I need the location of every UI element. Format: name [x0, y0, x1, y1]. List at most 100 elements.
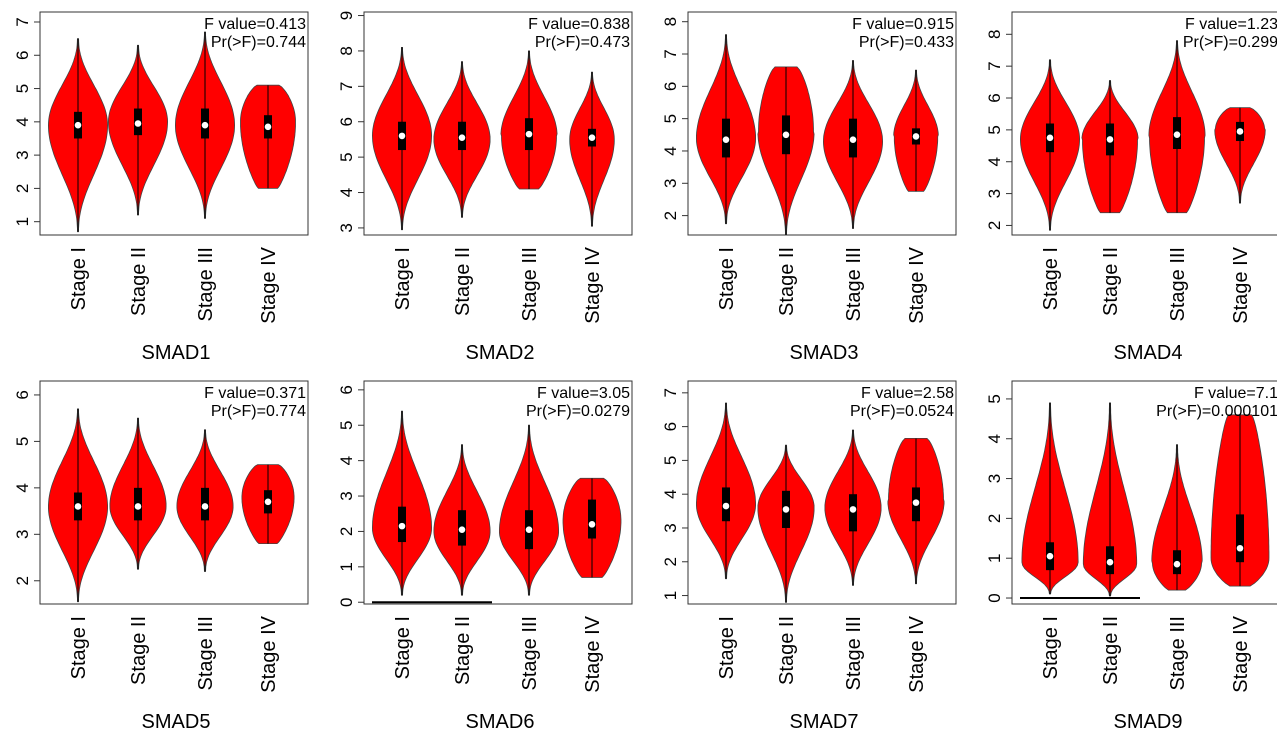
violin-stage-ii: [107, 44, 169, 216]
median-point: [588, 521, 596, 528]
median-point: [74, 503, 82, 510]
y-tick-label: 5: [337, 421, 356, 430]
y-tick-label: 4: [985, 157, 1004, 166]
y-tick-label: 0: [985, 593, 1004, 602]
violin-stage-i: [47, 38, 109, 233]
violin-stage-ii: [433, 61, 491, 218]
x-tick-label: Stage III: [1167, 247, 1189, 322]
x-tick-label: Stage IV: [1230, 246, 1252, 323]
violin-stage-iii: [824, 429, 882, 586]
y-tick-label: 3: [661, 179, 680, 188]
median-point: [201, 121, 209, 129]
y-tick-label: 6: [337, 117, 356, 126]
p-value-label: Pr(>F)=0.744: [211, 34, 306, 51]
x-tick-label: Stage I: [1040, 616, 1062, 679]
y-tick-label: 5: [661, 456, 680, 465]
x-tick-label: Stage II: [452, 247, 474, 316]
violin-stage-ii: [757, 444, 815, 603]
f-value-label: F value=0.915: [852, 16, 954, 33]
panel-title: SMAD5: [142, 711, 211, 733]
x-tick-label: Stage IV: [906, 246, 928, 323]
median-point: [74, 121, 82, 129]
plot-frame: [1011, 11, 1277, 236]
median-point: [134, 503, 142, 510]
plot-frame: [687, 11, 957, 236]
x-tick-label: Stage III: [519, 616, 541, 691]
y-tick-label: 3: [985, 474, 1004, 483]
violin-stage-iv: [569, 71, 615, 227]
y-tick-label: 3: [13, 530, 32, 539]
median-point: [1173, 131, 1181, 138]
y-tick-label: 2: [985, 221, 1004, 230]
x-tick-label: Stage I: [392, 247, 414, 310]
y-tick-label: 5: [13, 84, 32, 93]
plot-frame: [363, 380, 633, 605]
median-point: [134, 120, 142, 127]
violin-panel-smad2: 3 4 5 6 7 8 9 Stage I Stage II Stage III Stage IV F…: [337, 11, 633, 364]
y-tick-label: 3: [337, 223, 356, 232]
median-point: [588, 134, 596, 141]
median-point: [722, 136, 730, 143]
median-point: [458, 134, 466, 141]
x-tick-label: Stage IV: [258, 246, 280, 323]
violin-stage-i: [1020, 402, 1080, 600]
violin-stage-iv: [1210, 414, 1270, 587]
x-tick-label: Stage II: [128, 247, 150, 316]
median-point: [398, 522, 406, 530]
x-tick-label: Stage III: [519, 247, 541, 322]
median-point: [722, 502, 730, 510]
panel-title: SMAD1: [142, 342, 211, 364]
y-tick-label: 7: [13, 17, 32, 26]
violin-panel-smad6: 0 1 2 3 4 5 6 Stage I Stage II Stage III Stage IV F…: [337, 380, 633, 733]
panel-title: SMAD9: [1114, 711, 1183, 733]
x-tick-label: Stage II: [128, 616, 150, 685]
plot-frame: [39, 11, 309, 236]
f-value-label: F value=1.23: [1185, 16, 1277, 33]
y-tick-label: 6: [661, 82, 680, 91]
median-point: [912, 499, 920, 506]
x-tick-label: Stage II: [452, 616, 474, 685]
median-point: [398, 132, 406, 140]
x-tick-label: Stage II: [776, 616, 798, 685]
x-tick-label: Stage I: [68, 247, 90, 310]
median-point: [912, 133, 920, 140]
y-tick-label: 4: [985, 434, 1004, 443]
x-tick-label: Stage IV: [1230, 615, 1252, 692]
p-value-label: Pr(>F)=0.0524: [850, 403, 954, 420]
median-point: [1106, 558, 1114, 566]
y-tick-label: 2: [661, 557, 680, 566]
y-tick-label: 7: [661, 388, 680, 397]
violin-stage-ii: [757, 66, 815, 236]
x-tick-label: Stage III: [843, 247, 865, 322]
violin-stage-iv: [562, 477, 622, 578]
y-tick-label: 7: [985, 61, 1004, 70]
y-tick-label: 6: [661, 422, 680, 431]
x-tick-label: Stage II: [1100, 616, 1122, 685]
median-point: [525, 526, 533, 533]
violin-stage-iii: [176, 429, 234, 572]
panel-title: SMAD6: [466, 711, 535, 733]
x-tick-label: Stage III: [843, 616, 865, 691]
y-tick-label: 6: [985, 93, 1004, 102]
y-tick-label: 4: [13, 117, 32, 126]
plot-frame: [39, 380, 309, 605]
panel-title: SMAD2: [466, 342, 535, 364]
f-value-label: F value=0.413: [204, 16, 306, 33]
violin-stage-iii: [498, 424, 559, 596]
violin-stage-i: [696, 34, 756, 225]
f-value-label: F value=7.1: [1194, 385, 1277, 402]
median-point: [782, 131, 790, 139]
f-value-label: F value=0.838: [528, 16, 630, 33]
violin-stage-iv: [887, 437, 945, 585]
violin-panel-smad4: 2 3 4 5 6 7 8 Stage I Stage II Stage III Stage IV F…: [985, 11, 1277, 364]
y-tick-label: 2: [337, 527, 356, 536]
median-point: [458, 526, 466, 533]
panel-title: SMAD3: [790, 342, 859, 364]
median-point: [1236, 128, 1244, 135]
y-tick-label: 3: [985, 189, 1004, 198]
plot-frame: [363, 11, 633, 236]
y-tick-label: 5: [337, 152, 356, 161]
panel-title: SMAD7: [790, 711, 859, 733]
iqr-box: [588, 499, 596, 539]
